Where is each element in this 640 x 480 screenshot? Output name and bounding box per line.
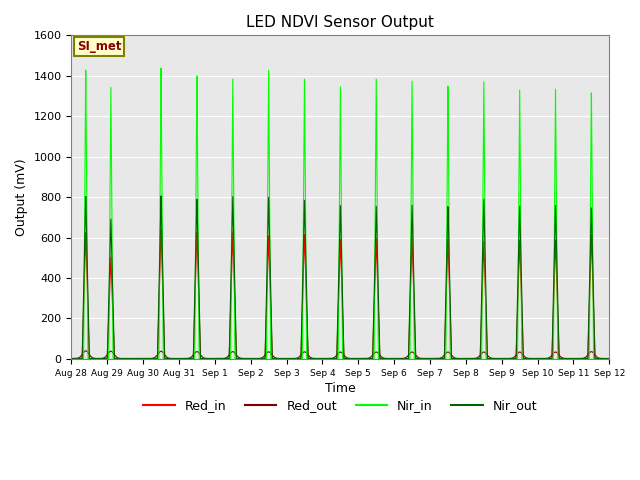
Red_out (166, 355, 173, 361)
Nir_out (157, 193, 165, 199)
Nir_in (273, 356, 281, 361)
Red_in (273, 356, 281, 361)
Nir_out (165, 356, 173, 361)
Red_out (469, 356, 477, 361)
Red_in (390, 356, 398, 361)
Nir_in (469, 356, 477, 361)
Red_out (390, 356, 398, 361)
Nir_in (390, 356, 398, 361)
Red_in (165, 356, 173, 361)
Nir_out (469, 356, 477, 361)
Red_in (510, 356, 518, 361)
Red_out (273, 356, 281, 361)
Nir_in (510, 356, 518, 361)
Nir_out (390, 356, 398, 361)
Red_out (510, 354, 518, 360)
Red_out (417, 356, 425, 361)
Red_in (469, 356, 477, 361)
Nir_out (68, 356, 76, 361)
Text: SI_met: SI_met (77, 40, 122, 53)
Nir_out (273, 356, 281, 361)
Nir_in (68, 356, 76, 361)
Nir_out (605, 356, 613, 361)
Line: Red_out: Red_out (72, 351, 609, 359)
Red_in (68, 356, 76, 361)
Nir_in (165, 356, 173, 361)
Legend: Red_in, Red_out, Nir_in, Nir_out: Red_in, Red_out, Nir_in, Nir_out (138, 395, 542, 418)
Nir_out (417, 356, 425, 361)
Line: Nir_out: Nir_out (72, 196, 609, 359)
Nir_in (417, 356, 425, 361)
Red_in (157, 226, 165, 232)
Red_out (68, 356, 76, 361)
Line: Nir_in: Nir_in (72, 68, 609, 359)
Line: Red_in: Red_in (72, 229, 609, 359)
Red_in (605, 356, 613, 361)
Nir_in (157, 65, 165, 71)
Red_in (417, 356, 425, 361)
Red_out (132, 356, 140, 361)
Red_out (82, 348, 90, 354)
Red_out (605, 356, 613, 361)
Nir_in (605, 356, 613, 361)
Nir_out (510, 356, 518, 361)
Y-axis label: Output (mV): Output (mV) (15, 158, 28, 236)
X-axis label: Time: Time (325, 382, 356, 395)
Title: LED NDVI Sensor Output: LED NDVI Sensor Output (246, 15, 435, 30)
